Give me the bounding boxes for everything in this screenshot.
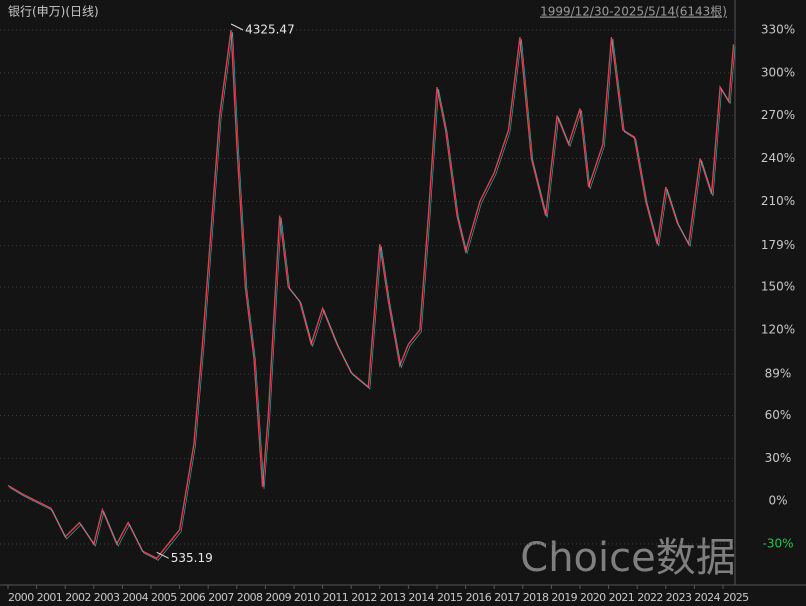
y-tick-label: -30% bbox=[762, 537, 793, 551]
y-tick-label: 270% bbox=[761, 108, 795, 122]
price-line bbox=[7, 29, 735, 560]
x-tick-label: 2019 bbox=[551, 591, 577, 604]
x-tick-label: 2020 bbox=[580, 591, 606, 604]
x-tick-label: 2014 bbox=[408, 591, 434, 604]
x-tick-label: 2003 bbox=[94, 591, 120, 604]
annotation: 535.19 bbox=[171, 551, 213, 565]
x-tick-label: 2004 bbox=[122, 591, 148, 604]
annotation-arrow bbox=[230, 23, 244, 31]
annotation-arrow bbox=[156, 551, 169, 559]
annotation: 4325.47 bbox=[245, 23, 295, 37]
y-tick-label: 60% bbox=[765, 408, 792, 422]
y-tick-label: 210% bbox=[761, 194, 795, 208]
x-tick-label: 2013 bbox=[380, 591, 406, 604]
date-range[interactable]: 1999/12/30-2025/5/14(6143根) bbox=[540, 5, 727, 19]
x-tick-label: 2007 bbox=[208, 591, 234, 604]
x-tick-label: 2015 bbox=[437, 591, 463, 604]
price-line-shadow bbox=[9, 31, 736, 561]
x-tick-label: 2022 bbox=[637, 591, 663, 604]
x-tick-label: 2011 bbox=[323, 591, 349, 604]
y-tick-label: 89% bbox=[765, 367, 792, 381]
x-tick-label: 2008 bbox=[237, 591, 263, 604]
y-tick-label: 150% bbox=[761, 280, 795, 294]
chart-title: 银行(申万)(日线) bbox=[8, 5, 99, 19]
y-tick-label: 300% bbox=[761, 65, 795, 79]
x-tick-label: 2018 bbox=[523, 591, 549, 604]
x-tick-label: 2005 bbox=[151, 591, 177, 604]
watermark: Choice数据 bbox=[520, 535, 735, 581]
x-tick-label: 2002 bbox=[65, 591, 91, 604]
x-tick-label: 2001 bbox=[37, 591, 63, 604]
x-tick-label: 2006 bbox=[180, 591, 206, 604]
x-tick-label: 2012 bbox=[351, 591, 377, 604]
y-tick-label: 30% bbox=[765, 451, 792, 465]
x-tick-label: 2016 bbox=[466, 591, 492, 604]
y-tick-label: 179% bbox=[761, 238, 795, 252]
x-tick-label: 2009 bbox=[265, 591, 291, 604]
x-tick-label: 2010 bbox=[294, 591, 320, 604]
x-tick-label: 2021 bbox=[609, 591, 635, 604]
y-tick-label: 120% bbox=[761, 322, 795, 336]
x-tick-label: 2023 bbox=[666, 591, 692, 604]
x-tick-label: 2017 bbox=[494, 591, 520, 604]
x-tick-label: 2000 bbox=[8, 591, 34, 604]
y-tick-label: 0% bbox=[768, 494, 787, 508]
x-tick-label: 2024 bbox=[694, 591, 720, 604]
y-tick-label: 330% bbox=[761, 23, 795, 37]
x-tick-label: 2025 bbox=[723, 591, 749, 604]
y-tick-label: 240% bbox=[761, 151, 795, 165]
